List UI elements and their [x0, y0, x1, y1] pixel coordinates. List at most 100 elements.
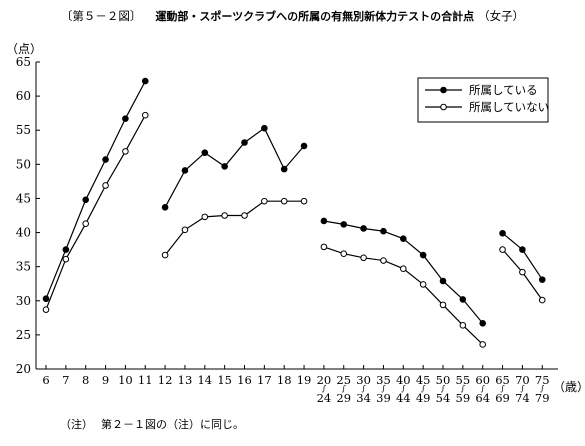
x-tick-label: 16 [237, 373, 252, 387]
x-tick-label: 12 [158, 373, 173, 387]
x-tick-label: 20 [317, 373, 332, 387]
legend-marker-affiliated [440, 86, 447, 94]
chart-title: 〔第５－２図〕 運動部・スポーツクラブへの所属の有無別新体力テストの合計点 （女子） [0, 8, 585, 24]
data-point-not-affiliated [380, 257, 387, 264]
data-point-affiliated [241, 139, 248, 146]
x-tick-label: 6 [42, 373, 49, 387]
x-tick-range-mark: ∫ [441, 384, 446, 393]
x-tick-label: 17 [257, 373, 272, 387]
data-point-not-affiliated [261, 197, 268, 205]
x-tick-label-end: 34 [356, 391, 371, 405]
x-tick-range-mark: ∫ [540, 384, 545, 393]
x-tick-label: 11 [138, 373, 153, 387]
data-point-affiliated [538, 276, 546, 283]
data-point-affiliated [201, 149, 209, 157]
x-tick-label: 10 [118, 373, 133, 387]
y-tick-label: 45 [16, 191, 31, 205]
data-point-not-affiliated [538, 296, 546, 304]
data-point-affiliated [419, 251, 427, 259]
legend-marker-not-affiliated [440, 103, 447, 111]
series-line-affiliated [45, 80, 146, 299]
data-point-affiliated [320, 217, 328, 225]
y-tick-label: 35 [16, 260, 31, 274]
data-point-affiliated [479, 319, 487, 327]
data-point-not-affiliated [62, 255, 70, 263]
x-tick-label: 55 [456, 373, 471, 387]
x-tick-range-mark: ∫ [342, 384, 347, 393]
y-axis-unit: （点） [6, 42, 43, 56]
y-tick-label: 55 [16, 123, 31, 137]
data-point-affiliated [280, 165, 288, 173]
x-tick-range-mark: ∫ [461, 384, 466, 393]
data-point-affiliated [340, 221, 348, 228]
x-tick-label-end: 64 [475, 391, 490, 405]
x-tick-label-end: 54 [436, 391, 451, 405]
data-point-affiliated [82, 196, 89, 204]
data-point-affiliated [221, 163, 228, 170]
x-tick-label-end: 44 [396, 391, 411, 405]
data-point-not-affiliated [42, 306, 50, 313]
y-tick-label: 25 [16, 328, 31, 342]
data-point-not-affiliated [102, 182, 109, 189]
data-point-affiliated [400, 235, 407, 242]
x-tick-label: 50 [436, 373, 451, 387]
data-point-not-affiliated [82, 220, 89, 227]
y-tick-label: 30 [16, 294, 31, 308]
legend-box [417, 77, 549, 123]
x-tick-label: 14 [197, 373, 212, 387]
legend-label-not-affiliated: 所属していない [469, 100, 549, 114]
x-tick-label-end: 69 [495, 391, 510, 405]
legend-label-affiliated: 所属している [469, 83, 538, 97]
x-tick-label-end: 74 [515, 391, 530, 405]
x-tick-range-mark: ∫ [322, 384, 327, 393]
x-tick-label: 25 [336, 373, 351, 387]
x-tick-label: 40 [396, 373, 411, 387]
x-tick-label-end: 24 [317, 391, 332, 405]
data-point-not-affiliated [459, 322, 467, 329]
data-point-affiliated [102, 156, 109, 163]
data-point-not-affiliated [221, 212, 228, 219]
x-tick-label: 7 [62, 373, 69, 387]
data-point-affiliated [181, 167, 189, 174]
y-tick-label: 65 [16, 55, 31, 69]
footnote-text: 第２－１図の（注）に同じ。 [101, 418, 244, 431]
data-point-affiliated [122, 115, 129, 122]
data-point-not-affiliated [439, 301, 447, 309]
data-point-affiliated [459, 296, 467, 303]
x-tick-range-mark: ∫ [362, 384, 367, 393]
series-line-not-affiliated [164, 200, 305, 256]
x-tick-label: 13 [178, 373, 193, 387]
data-point-not-affiliated [181, 226, 189, 234]
data-point-not-affiliated [400, 265, 407, 273]
x-axis-unit: （歳） [553, 380, 585, 394]
x-tick-label: 15 [217, 373, 232, 387]
data-point-not-affiliated [161, 251, 169, 259]
x-tick-label: 65 [495, 373, 510, 387]
y-tick-label: 40 [16, 226, 31, 240]
data-point-affiliated [499, 229, 506, 237]
x-tick-label: 30 [356, 373, 371, 387]
data-point-affiliated [42, 295, 50, 303]
data-point-not-affiliated [360, 254, 367, 262]
data-point-not-affiliated [499, 246, 506, 253]
x-tick-label: 75 [535, 373, 550, 387]
data-point-not-affiliated [300, 197, 308, 205]
x-tick-label: 18 [277, 373, 292, 387]
x-tick-label: 45 [416, 373, 431, 387]
x-tick-range-mark: ∫ [481, 384, 486, 393]
footnote: （注） 第２－１図の（注）に同じ。 [60, 416, 252, 432]
data-point-affiliated [62, 246, 70, 253]
x-tick-label-end: 59 [456, 391, 471, 405]
data-point-affiliated [261, 124, 268, 132]
data-point-not-affiliated [141, 111, 149, 119]
x-tick-range-mark: ∫ [421, 384, 426, 393]
series-line-affiliated [164, 127, 305, 208]
x-tick-label: 60 [475, 373, 490, 387]
data-point-affiliated [439, 277, 447, 285]
x-tick-label: 9 [102, 373, 109, 387]
data-point-not-affiliated [122, 148, 129, 155]
y-tick-label: 50 [16, 157, 31, 171]
series-line-not-affiliated [45, 114, 146, 310]
data-point-not-affiliated [320, 243, 328, 251]
